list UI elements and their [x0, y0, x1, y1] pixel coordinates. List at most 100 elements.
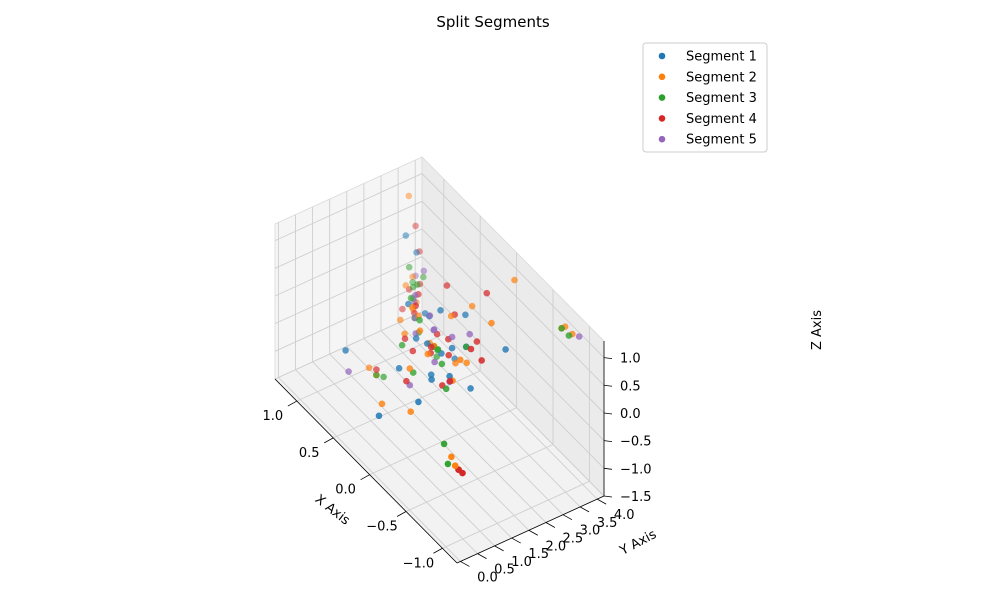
data-point [412, 222, 419, 230]
z-tick-mark [603, 357, 613, 360]
data-point [446, 372, 453, 380]
legend-label: Segment 4 [686, 112, 757, 127]
data-point [409, 304, 416, 311]
data-point [428, 376, 435, 383]
z-tick-label: −1.5 [620, 490, 652, 505]
data-point [558, 325, 565, 332]
x-tick-mark [360, 474, 370, 481]
x-tick-label: 0.0 [335, 483, 356, 498]
legend-marker [658, 94, 666, 101]
data-point [402, 282, 410, 289]
data-point [443, 282, 451, 289]
y-tick-mark [562, 514, 573, 521]
data-point [380, 373, 387, 381]
data-point [431, 358, 438, 366]
x-tick-mark [287, 400, 298, 407]
z-tick-mark [603, 384, 613, 387]
data-point [420, 273, 427, 281]
data-point [397, 316, 404, 324]
data-point [457, 356, 464, 364]
y-axis-line [456, 495, 605, 564]
data-point [575, 333, 583, 340]
data-point [345, 368, 352, 375]
z-tick-label: 0.0 [620, 407, 641, 422]
data-point [412, 292, 419, 299]
data-point [373, 371, 380, 379]
data-point [434, 346, 442, 353]
data-point [463, 359, 471, 367]
data-point [467, 345, 475, 353]
data-point [426, 312, 434, 319]
data-point [448, 333, 456, 341]
z-gridline [274, 200, 605, 386]
legend-marker [658, 52, 666, 60]
data-point [365, 364, 373, 372]
data-point [565, 332, 573, 339]
y-tick-mark [579, 506, 590, 513]
z-gridline [274, 256, 605, 441]
x-tick-label: 0.5 [299, 446, 320, 461]
data-point [442, 385, 450, 393]
data-point [403, 377, 410, 385]
data-point [452, 359, 459, 367]
x-tick-label: −0.5 [366, 519, 398, 534]
legend-label: Segment 5 [686, 133, 757, 148]
data-point [483, 289, 491, 297]
y-tick-label: 1.5 [528, 547, 549, 562]
y-axis-label: Y Axis [617, 527, 660, 559]
data-point [395, 365, 403, 372]
data-point [433, 353, 441, 361]
y-tick-mark [545, 522, 556, 528]
data-point [467, 385, 474, 392]
y-tick-label: 0.5 [494, 563, 515, 578]
data-point [445, 351, 453, 359]
x-tick-mark [433, 547, 443, 554]
data-point [409, 347, 417, 355]
y-tick-mark [596, 498, 607, 505]
data-point [466, 330, 474, 338]
y-tick-mark [477, 553, 487, 560]
data-point [473, 338, 481, 345]
z-tick-label: −0.5 [620, 435, 652, 450]
z-gridline [274, 311, 605, 497]
data-point [420, 267, 428, 275]
data-point [406, 365, 414, 372]
legend-label: Segment 3 [686, 91, 757, 106]
z-gridline [274, 173, 605, 358]
y-tick-label: 1.0 [511, 555, 532, 570]
data-point [440, 440, 448, 448]
data-point [459, 469, 466, 477]
data-point [375, 412, 383, 420]
data-point [412, 335, 420, 342]
data-point [416, 327, 424, 335]
tick-labels: −1.0−0.50.00.51.00.00.51.01.52.02.53.03.… [262, 352, 651, 586]
data-point [402, 232, 410, 239]
data-point [462, 311, 469, 319]
data-point [412, 272, 419, 280]
data-point [401, 335, 409, 343]
x-tick-mark [324, 437, 334, 444]
data-point [502, 346, 509, 353]
data-point [405, 263, 413, 271]
grid-lines [274, 160, 605, 562]
data-points [342, 192, 583, 477]
data-point [409, 273, 416, 281]
data-point [427, 371, 435, 379]
y-tick-mark [511, 537, 521, 544]
data-point [448, 453, 455, 461]
data-point [407, 408, 415, 416]
y-tick-mark [494, 545, 504, 552]
data-point [415, 398, 422, 406]
data-point [424, 350, 432, 358]
data-point [437, 307, 444, 314]
x-tick-label: −1.0 [403, 556, 435, 571]
legend-marker [658, 115, 666, 122]
y-tick-label: 2.0 [545, 539, 566, 554]
legend-box [642, 42, 768, 153]
z-tick-label: −1.0 [620, 462, 652, 477]
z-tick-label: 1.0 [620, 352, 641, 367]
legend-label: Segment 1 [686, 50, 757, 65]
y-tick-mark [528, 529, 538, 536]
data-point [416, 316, 423, 324]
data-point [398, 341, 406, 349]
